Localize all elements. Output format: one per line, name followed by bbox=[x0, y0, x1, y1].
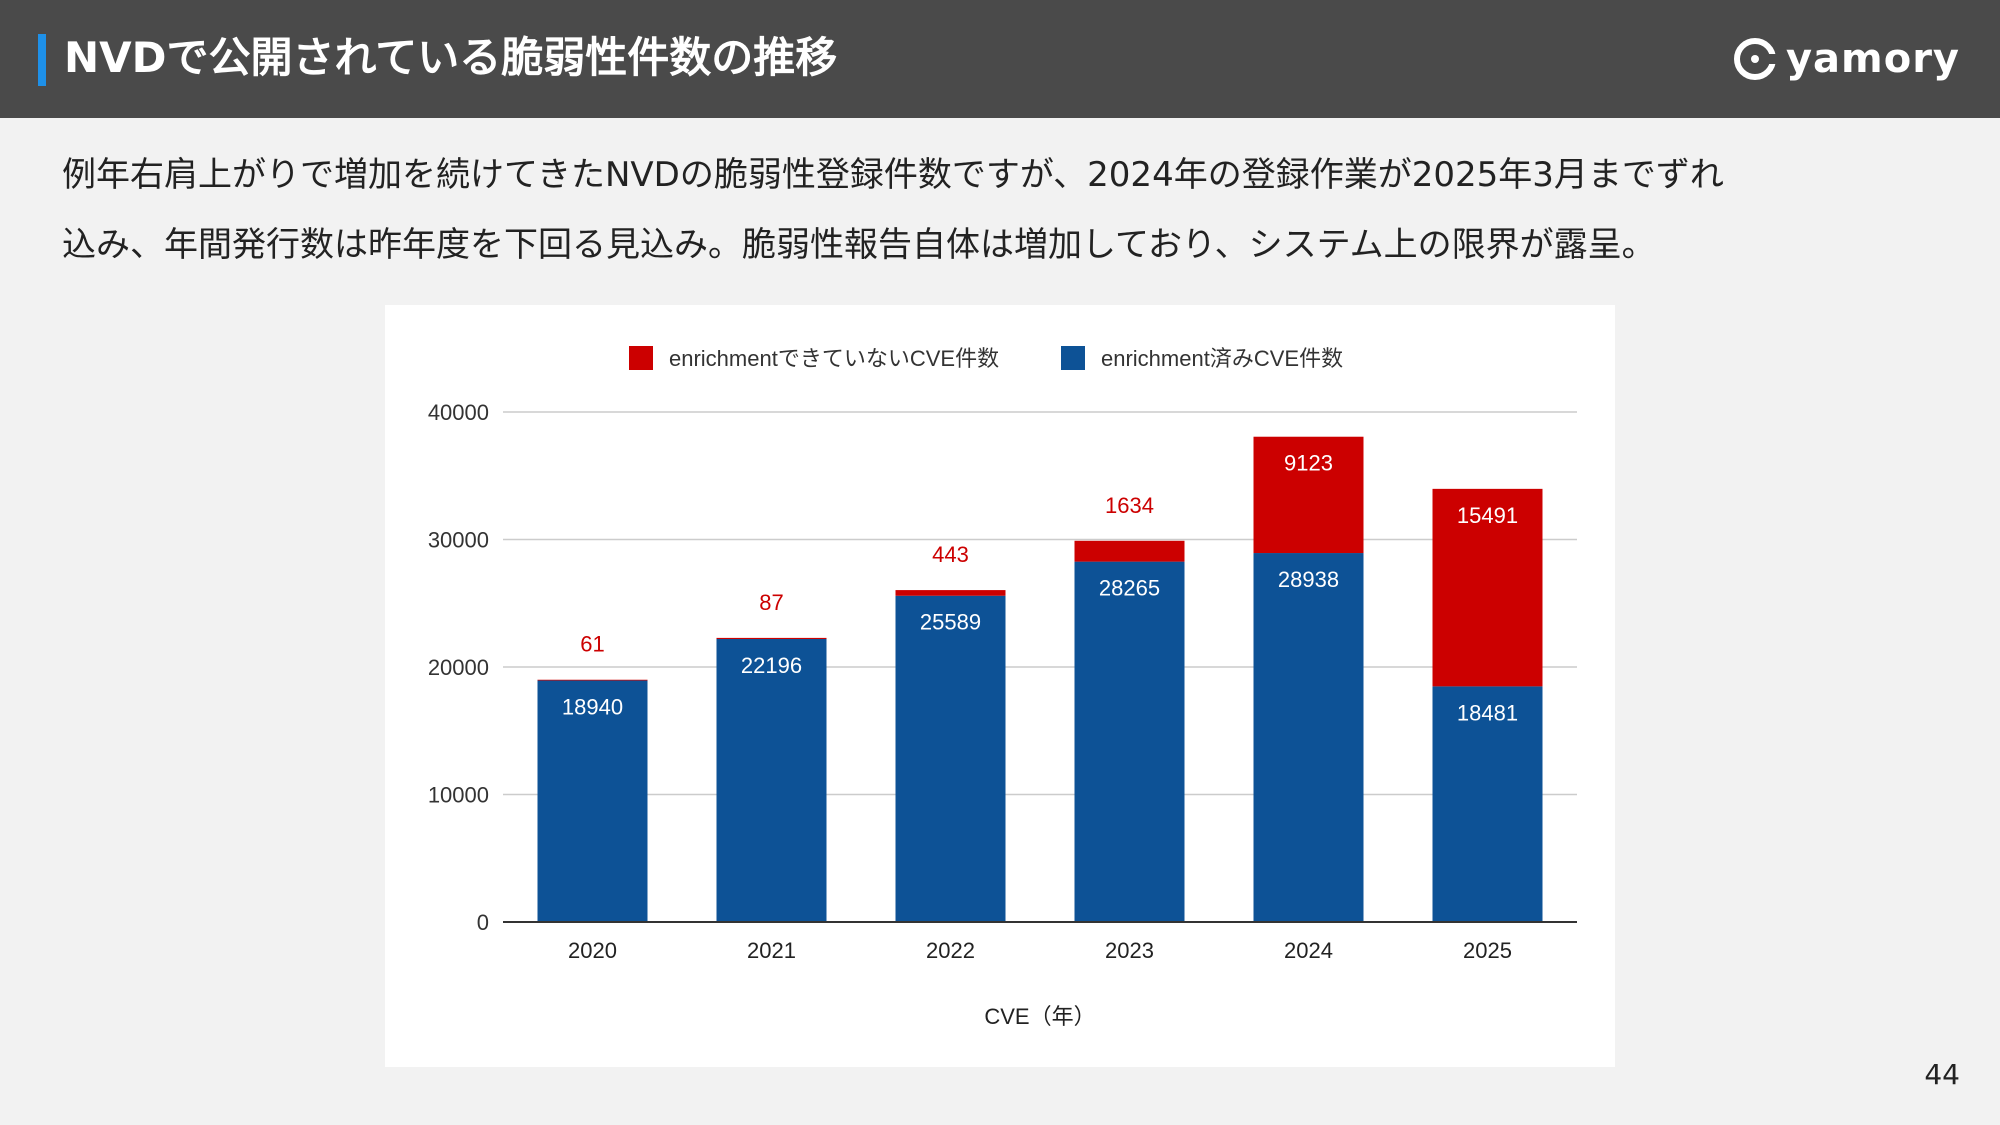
data-label-enriched-2023: 28265 bbox=[1099, 576, 1160, 601]
legend-label-1: enrichment済みCVE件数 bbox=[1101, 346, 1343, 371]
logo-text: yamory bbox=[1785, 36, 1960, 82]
data-label-enriched-2025: 18481 bbox=[1457, 700, 1518, 725]
x-axis-title: CVE（年） bbox=[984, 1004, 1095, 1029]
y-tick-label-20000: 20000 bbox=[428, 655, 489, 680]
bar-enriched-2022 bbox=[895, 595, 1006, 922]
y-tick-label-0: 0 bbox=[477, 910, 489, 935]
bar-enriched-2024 bbox=[1253, 553, 1364, 922]
data-label-enriched-2022: 25589 bbox=[920, 610, 981, 635]
x-tick-label-2023: 2023 bbox=[1105, 938, 1154, 963]
description-line-2: 込み、年間発行数は昨年度を下回る見込み。脆弱性報告自体は増加しており、システム上… bbox=[62, 225, 1656, 265]
legend-label-0: enrichmentできていないCVE件数 bbox=[669, 346, 999, 371]
y-tick-label-10000: 10000 bbox=[428, 783, 489, 808]
data-label-not-enriched-2025: 15491 bbox=[1457, 503, 1518, 528]
brand-logo: yamory bbox=[1733, 34, 1960, 84]
x-tick-label-2020: 2020 bbox=[568, 938, 617, 963]
chart-card: 0 10000 20000 30000 40000 18940 61 2020 22196 87 2… bbox=[385, 305, 1615, 1067]
x-tick-label-2025: 2025 bbox=[1463, 938, 1512, 963]
data-label-not-enriched-2020: 61 bbox=[580, 632, 604, 657]
slide-title: NVDで公開されている脆弱性件数の推移 bbox=[64, 33, 838, 82]
data-label-not-enriched-2023: 1634 bbox=[1105, 493, 1154, 518]
bar-not-enriched-2021 bbox=[716, 637, 827, 640]
data-label-enriched-2024: 28938 bbox=[1278, 567, 1339, 592]
title-accent-bar bbox=[38, 34, 46, 86]
bar-enriched-2020 bbox=[537, 680, 648, 922]
description-line-1: 例年右肩上がりで増加を続けてきたNVDの脆弱性登録件数ですが、2024年の登録作… bbox=[62, 155, 1724, 195]
data-label-not-enriched-2022: 443 bbox=[932, 542, 969, 567]
data-label-enriched-2020: 18940 bbox=[562, 695, 623, 720]
yamory-logo-icon bbox=[1733, 38, 1776, 80]
bar-not-enriched-2024 bbox=[1253, 436, 1364, 554]
bar-not-enriched-2023 bbox=[1074, 540, 1185, 562]
bar-not-enriched-2022 bbox=[895, 590, 1006, 596]
slide-header: NVDで公開されている脆弱性件数の推移 yamory bbox=[0, 0, 2000, 118]
x-tick-label-2021: 2021 bbox=[747, 938, 796, 963]
y-tick-label-30000: 30000 bbox=[428, 528, 489, 553]
page-number: 44 bbox=[1924, 1058, 1960, 1091]
bar-enriched-2023 bbox=[1074, 561, 1185, 922]
x-tick-label-2024: 2024 bbox=[1284, 938, 1333, 963]
slide-description: 例年右肩上がりで増加を続けてきたNVDの脆弱性登録件数ですが、2024年の登録作… bbox=[62, 140, 1962, 280]
data-label-not-enriched-2024: 9123 bbox=[1284, 451, 1333, 476]
legend-swatch-0 bbox=[629, 346, 653, 370]
bar-not-enriched-2020 bbox=[537, 679, 648, 681]
bar-enriched-2021 bbox=[716, 639, 827, 922]
bar-enriched-2025 bbox=[1432, 686, 1543, 922]
data-label-enriched-2021: 22196 bbox=[741, 653, 802, 678]
x-tick-label-2022: 2022 bbox=[926, 938, 975, 963]
stacked-bar-chart: 0 10000 20000 30000 40000 18940 61 2020 22196 87 2… bbox=[428, 346, 1577, 1029]
legend-swatch-1 bbox=[1061, 346, 1085, 370]
y-tick-label-40000: 40000 bbox=[428, 400, 489, 425]
bar-not-enriched-2025 bbox=[1432, 488, 1543, 687]
data-label-not-enriched-2021: 87 bbox=[759, 590, 783, 615]
